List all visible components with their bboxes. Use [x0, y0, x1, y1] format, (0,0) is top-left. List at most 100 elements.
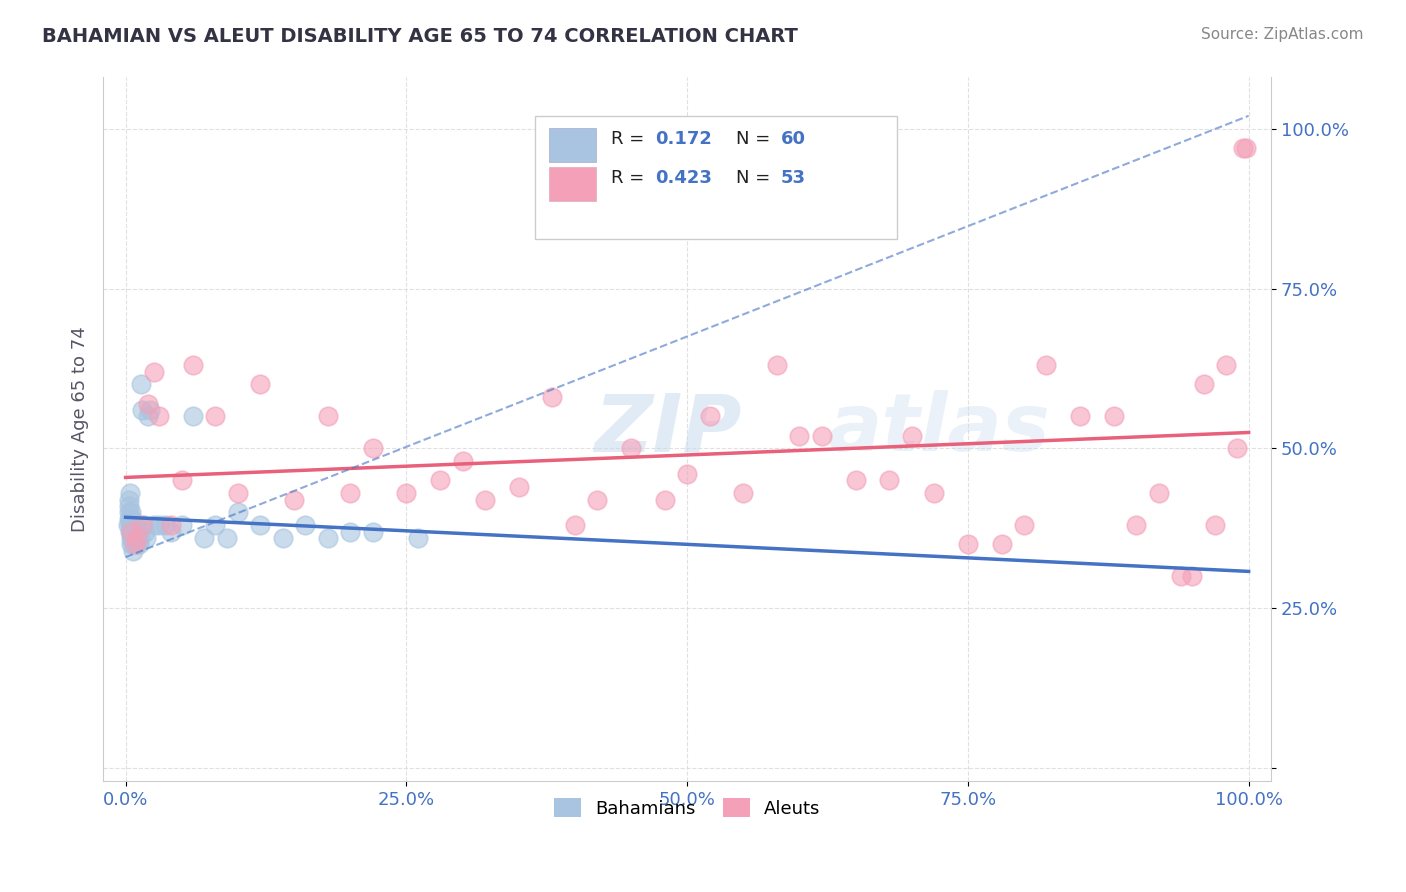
FancyBboxPatch shape: [550, 167, 596, 201]
Point: [283, 492, 305, 507]
Point: [361, 524, 384, 539]
Point: [125, 531, 148, 545]
Point: [125, 531, 148, 545]
Text: 60: 60: [780, 130, 806, 148]
Point: [170, 518, 193, 533]
Point: [451, 454, 474, 468]
Point: [620, 442, 643, 456]
Point: [654, 492, 676, 507]
Point: [131, 518, 153, 533]
Point: [339, 524, 361, 539]
Point: [406, 531, 429, 545]
Point: [1215, 358, 1237, 372]
Text: R =: R =: [612, 130, 650, 148]
FancyBboxPatch shape: [536, 116, 897, 239]
Point: [159, 524, 181, 539]
Point: [124, 531, 146, 545]
Point: [120, 486, 142, 500]
Point: [181, 358, 204, 372]
Point: [1147, 486, 1170, 500]
Point: [122, 543, 145, 558]
Point: [124, 524, 146, 539]
Point: [120, 512, 142, 526]
Point: [877, 474, 900, 488]
Text: 0.172: 0.172: [655, 130, 713, 148]
Text: ZIP: ZIP: [593, 390, 741, 468]
Text: atlas: atlas: [827, 390, 1050, 468]
Point: [148, 518, 170, 533]
Point: [193, 531, 215, 545]
Point: [181, 409, 204, 424]
Point: [118, 505, 141, 519]
Text: 0.423: 0.423: [655, 169, 713, 187]
Point: [956, 537, 979, 551]
FancyBboxPatch shape: [550, 128, 596, 161]
Point: [699, 409, 721, 424]
Point: [121, 524, 143, 539]
Point: [204, 409, 226, 424]
Point: [586, 492, 609, 507]
Point: [118, 512, 141, 526]
Point: [1192, 377, 1215, 392]
Point: [120, 505, 142, 519]
Point: [1035, 358, 1057, 372]
Point: [120, 518, 142, 533]
Point: [148, 409, 170, 424]
Point: [131, 403, 153, 417]
Point: [1069, 409, 1091, 424]
Point: [204, 518, 226, 533]
Y-axis label: Disability Age 65 to 74: Disability Age 65 to 74: [72, 326, 89, 533]
Point: [316, 531, 339, 545]
Point: [131, 377, 153, 392]
Point: [118, 492, 141, 507]
Point: [1232, 141, 1254, 155]
Point: [564, 518, 586, 533]
Point: [136, 397, 159, 411]
Point: [474, 492, 496, 507]
Point: [249, 377, 271, 392]
Point: [142, 365, 165, 379]
Point: [121, 531, 143, 545]
Point: [922, 486, 945, 500]
Point: [129, 531, 152, 545]
Point: [142, 518, 165, 533]
Point: [125, 531, 148, 545]
Point: [429, 474, 451, 488]
Point: [1125, 518, 1147, 533]
Point: [676, 467, 699, 481]
Text: 53: 53: [780, 169, 806, 187]
Point: [226, 505, 249, 519]
Point: [1234, 141, 1257, 155]
Point: [121, 518, 143, 533]
Point: [733, 486, 755, 500]
Point: [1226, 442, 1249, 456]
Point: [395, 486, 418, 500]
Point: [117, 518, 139, 533]
Point: [128, 537, 150, 551]
Point: [132, 518, 155, 533]
Point: [139, 403, 162, 417]
Legend: Bahamians, Aleuts: Bahamians, Aleuts: [547, 791, 828, 825]
Point: [811, 428, 834, 442]
Point: [120, 524, 142, 539]
Point: [215, 531, 238, 545]
Point: [170, 474, 193, 488]
Point: [127, 524, 149, 539]
Point: [120, 524, 142, 539]
Point: [226, 486, 249, 500]
Point: [125, 524, 148, 539]
Point: [1181, 569, 1204, 583]
Point: [120, 531, 142, 545]
Point: [122, 524, 145, 539]
Point: [125, 537, 148, 551]
Point: [159, 518, 181, 533]
Text: N =: N =: [737, 130, 776, 148]
Point: [541, 390, 564, 404]
Point: [120, 524, 142, 539]
Point: [1012, 518, 1035, 533]
Point: [766, 358, 789, 372]
Point: [122, 518, 145, 533]
Point: [271, 531, 294, 545]
Text: BAHAMIAN VS ALEUT DISABILITY AGE 65 TO 74 CORRELATION CHART: BAHAMIAN VS ALEUT DISABILITY AGE 65 TO 7…: [42, 27, 799, 45]
Text: R =: R =: [612, 169, 650, 187]
